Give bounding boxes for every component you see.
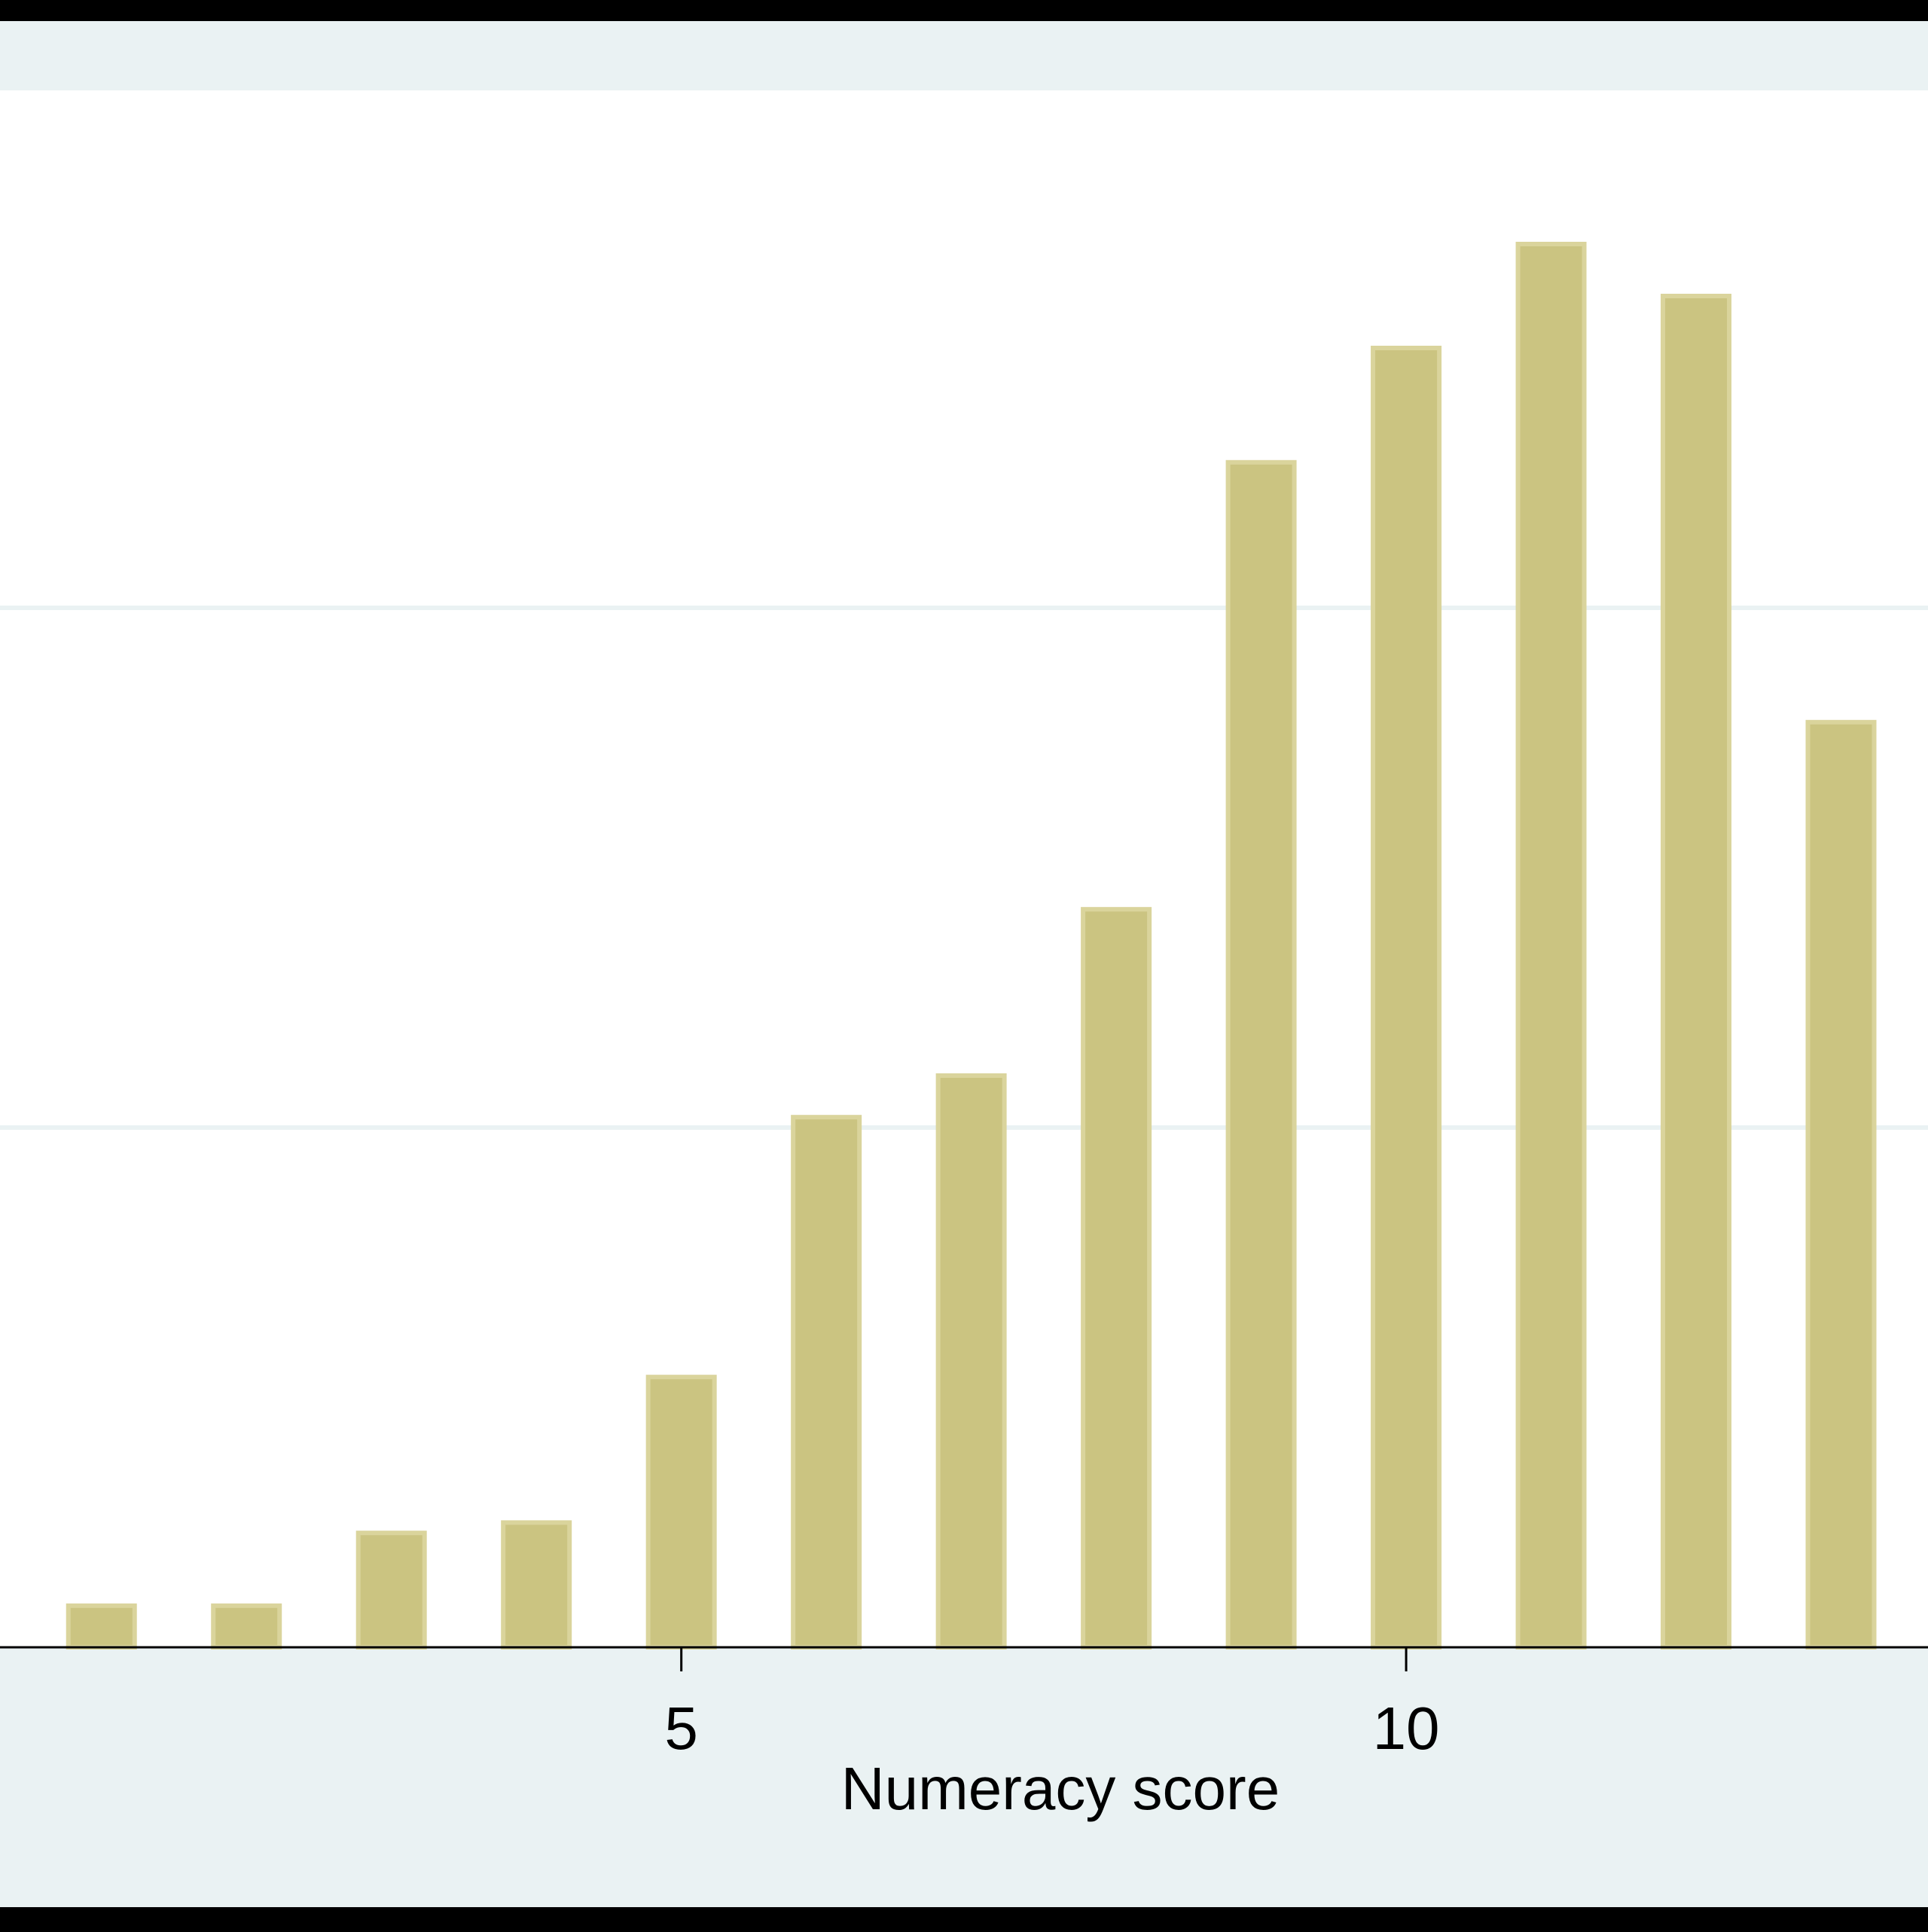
bar-score-1 — [66, 1603, 137, 1650]
bar-layer — [66, 242, 1877, 1650]
bar-score-3 — [355, 1531, 427, 1650]
tick-layer: 5 10 — [664, 1647, 1440, 1762]
bar-score-7 — [935, 1073, 1007, 1650]
bar-score-5 — [645, 1375, 717, 1650]
x-axis-title: Numeracy score — [841, 1755, 1280, 1822]
bar-score-9 — [1225, 459, 1297, 1650]
bar-score-6 — [791, 1115, 862, 1650]
bar-score-11 — [1515, 242, 1587, 1650]
x-tick-label: 10 — [1373, 1695, 1440, 1762]
bar-score-12 — [1661, 294, 1732, 1650]
x-tick-label: 5 — [664, 1695, 698, 1762]
bar-score-2 — [211, 1603, 282, 1650]
bar-score-8 — [1081, 907, 1152, 1650]
bar-score-4 — [501, 1520, 572, 1650]
bar-score-13 — [1805, 719, 1877, 1650]
bar-score-10 — [1371, 346, 1442, 1650]
